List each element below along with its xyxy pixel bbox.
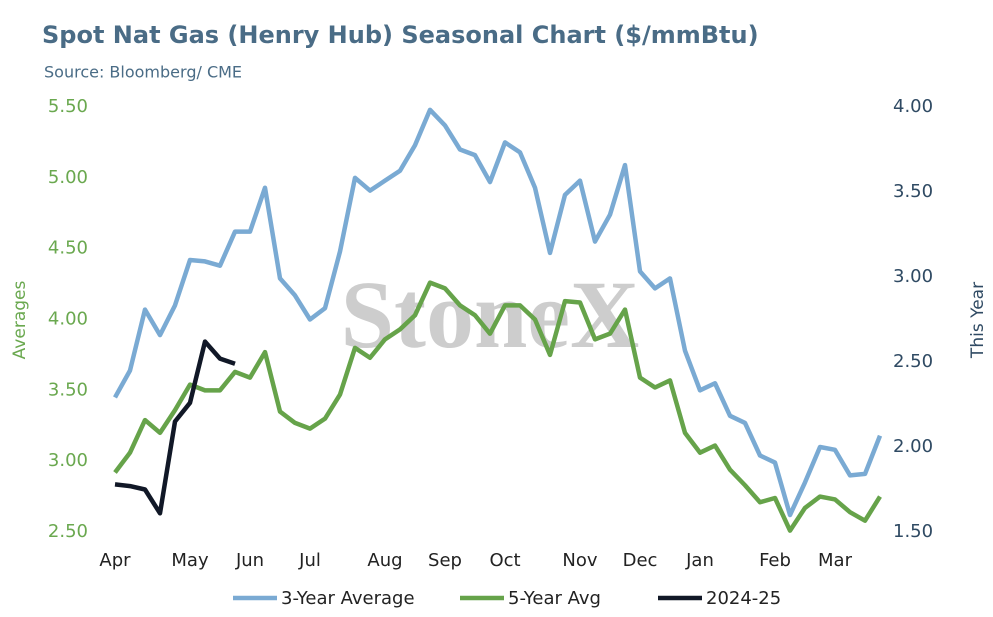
legend-label: 2024-25	[706, 588, 781, 609]
y-axis-title: Averages	[10, 281, 30, 360]
y-tick-label: 5.50	[48, 96, 88, 117]
y2-axis-title: This Year	[968, 282, 988, 359]
y-tick-label: 4.00	[48, 309, 88, 330]
x-tick-label: Sep	[428, 550, 462, 571]
y-tick-label: 5.00	[48, 167, 88, 188]
series-line	[113, 107, 883, 518]
x-tick-label: Oct	[489, 550, 520, 571]
x-tick-label: Aug	[367, 550, 402, 571]
y2-tick-label: 2.50	[893, 351, 933, 372]
y2-tick-label: 3.50	[893, 181, 933, 202]
y-tick-label: 3.50	[48, 379, 88, 400]
x-tick-label: Nov	[562, 550, 597, 571]
legend-label: 5-Year Avg	[508, 588, 601, 609]
y2-tick-label: 4.00	[893, 96, 933, 117]
legend-label: 3-Year Average	[281, 588, 415, 609]
y-tick-label: 2.50	[48, 521, 88, 542]
x-tick-label: Feb	[759, 550, 791, 571]
y-tick-label: 4.50	[48, 238, 88, 259]
y2-tick-label: 2.00	[893, 436, 933, 457]
x-tick-label: Dec	[623, 550, 658, 571]
x-tick-label: Mar	[818, 550, 853, 571]
series-line	[113, 280, 882, 533]
x-tick-label: Jul	[298, 550, 321, 571]
y2-tick-label: 1.50	[893, 521, 933, 542]
y-tick-label: 3.00	[48, 450, 88, 471]
x-tick-label: Jan	[685, 550, 714, 571]
x-tick-label: Apr	[99, 550, 131, 571]
series-line	[114, 339, 236, 516]
watermark: StoneX	[341, 261, 640, 368]
y2-tick-label: 3.00	[893, 266, 933, 287]
x-tick-label: May	[171, 550, 209, 571]
x-tick-label: Jun	[235, 550, 264, 571]
chart-subtitle: Source: Bloomberg/ CME	[44, 63, 242, 82]
chart-title: Spot Nat Gas (Henry Hub) Seasonal Chart …	[42, 21, 759, 49]
